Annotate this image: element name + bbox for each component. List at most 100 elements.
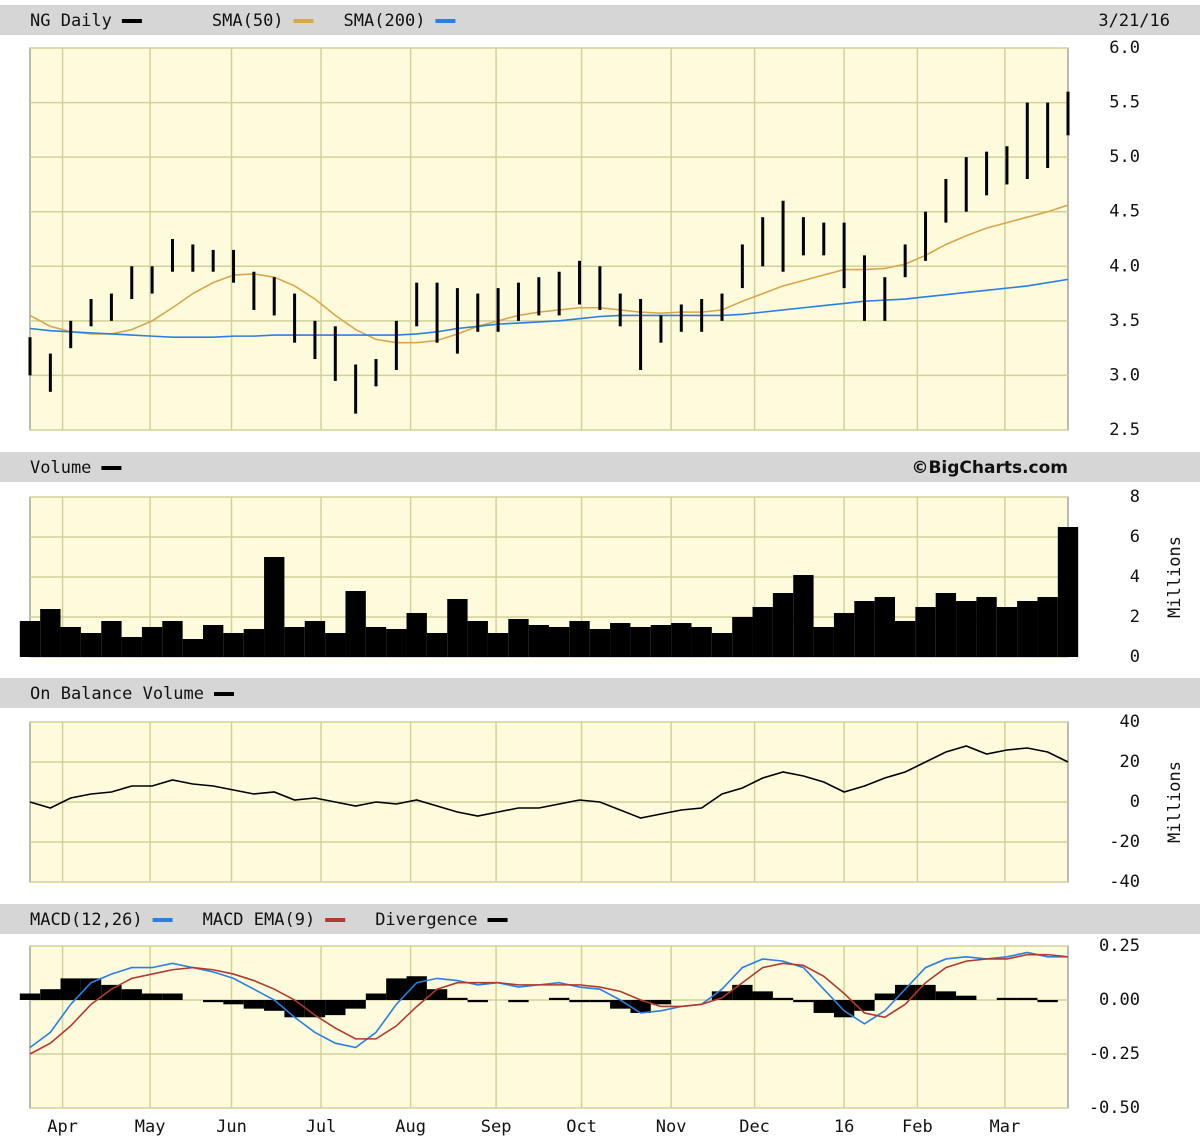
bar bbox=[60, 978, 81, 1000]
line bbox=[29, 204, 1069, 344]
bar bbox=[223, 1000, 244, 1005]
y-tick-label: -0.50 bbox=[1089, 1098, 1140, 1118]
y-tick-label: 2 bbox=[1130, 607, 1140, 627]
y-tick-label: 0.25 bbox=[1099, 936, 1140, 956]
y-tick-label: 6 bbox=[1130, 527, 1140, 547]
bar bbox=[60, 627, 81, 657]
bar bbox=[589, 629, 611, 657]
x-tick-label: Sep bbox=[481, 1117, 512, 1137]
bar bbox=[976, 597, 997, 657]
bar bbox=[243, 1000, 265, 1009]
bar bbox=[752, 991, 773, 1000]
bar bbox=[345, 1000, 366, 1009]
bar bbox=[182, 639, 203, 657]
x-tick-label: Dec bbox=[739, 1117, 770, 1137]
legend-label: SMA(200) bbox=[344, 11, 426, 31]
bar bbox=[264, 1000, 285, 1011]
bar bbox=[549, 627, 570, 657]
line bbox=[29, 951, 1068, 1049]
legend-label: Volume bbox=[30, 458, 91, 478]
bar bbox=[487, 633, 509, 657]
bar bbox=[732, 984, 753, 1000]
bar bbox=[650, 1000, 672, 1005]
bar bbox=[752, 607, 773, 657]
bar bbox=[426, 989, 448, 1000]
bar bbox=[996, 997, 1018, 1000]
bar bbox=[203, 625, 224, 657]
bar bbox=[223, 633, 244, 657]
y-tick-label: 5.5 bbox=[1109, 93, 1140, 113]
bar bbox=[80, 633, 102, 657]
bar bbox=[1037, 597, 1058, 657]
bar bbox=[141, 993, 163, 1000]
legend-label: Divergence bbox=[375, 910, 477, 930]
legend-label: NG Daily bbox=[30, 11, 112, 31]
y-tick-label: 2.5 bbox=[1109, 420, 1140, 440]
bar bbox=[243, 629, 265, 657]
y-tick-label: -40 bbox=[1109, 872, 1140, 892]
line bbox=[29, 278, 1069, 339]
y-tick-label: 3.0 bbox=[1109, 365, 1140, 385]
bar bbox=[365, 627, 387, 657]
bar bbox=[365, 993, 387, 1000]
line bbox=[29, 953, 1069, 1055]
bar bbox=[833, 613, 855, 657]
y-tick-label: -0.25 bbox=[1089, 1044, 1140, 1064]
bar bbox=[935, 593, 957, 657]
x-tick-label: Nov bbox=[656, 1117, 687, 1137]
bar bbox=[569, 1000, 590, 1003]
annotation: ©BigCharts.com bbox=[911, 458, 1068, 478]
bar bbox=[610, 623, 631, 657]
bar bbox=[141, 627, 163, 657]
y-tick-label: 8 bbox=[1130, 487, 1140, 507]
bar bbox=[121, 637, 142, 657]
bar bbox=[1037, 1000, 1058, 1003]
x-tick-label: May bbox=[135, 1117, 166, 1137]
x-tick-label: 16 bbox=[834, 1117, 854, 1137]
panel-header bbox=[0, 678, 1200, 708]
plot-area bbox=[29, 945, 1069, 1109]
bar bbox=[956, 601, 977, 657]
bar bbox=[508, 1000, 529, 1003]
y-tick-label: 4 bbox=[1130, 567, 1140, 587]
x-tick-label: Aug bbox=[395, 1117, 426, 1137]
y-tick-label: 5.0 bbox=[1109, 147, 1140, 167]
y-tick-label: 0.00 bbox=[1099, 990, 1140, 1010]
y-axis-label: Millions bbox=[1165, 761, 1185, 843]
y-tick-label: 0 bbox=[1130, 792, 1140, 812]
y-tick-label: 0 bbox=[1130, 647, 1140, 667]
bar bbox=[345, 591, 366, 657]
bar bbox=[325, 1000, 346, 1016]
bar bbox=[671, 623, 692, 657]
bar bbox=[915, 607, 936, 657]
bar bbox=[996, 607, 1018, 657]
bar bbox=[793, 575, 814, 657]
bar bbox=[874, 597, 895, 657]
y-tick-label: 40 bbox=[1120, 712, 1140, 732]
bar bbox=[325, 633, 346, 657]
bar bbox=[101, 621, 122, 657]
bar bbox=[589, 1000, 611, 1003]
bar bbox=[121, 989, 142, 1000]
bar bbox=[874, 993, 895, 1000]
bar bbox=[40, 609, 61, 657]
x-tick-label: Feb bbox=[902, 1117, 933, 1137]
bar bbox=[447, 997, 468, 1000]
bar bbox=[406, 613, 427, 657]
bar bbox=[813, 627, 834, 657]
bar bbox=[895, 984, 916, 1000]
bar bbox=[264, 557, 285, 657]
bar bbox=[162, 621, 183, 657]
y-tick-label: 4.0 bbox=[1109, 256, 1140, 276]
bar bbox=[508, 619, 529, 657]
legend-label: SMA(50) bbox=[212, 11, 284, 31]
panel-header bbox=[0, 904, 1200, 934]
x-tick-label: Mar bbox=[990, 1117, 1021, 1137]
y-tick-label: 4.5 bbox=[1109, 202, 1140, 222]
bar bbox=[80, 978, 102, 1000]
bar bbox=[711, 991, 733, 1000]
bar bbox=[284, 1000, 305, 1018]
bar bbox=[549, 997, 570, 1000]
bar bbox=[1057, 527, 1079, 657]
bar bbox=[895, 621, 916, 657]
